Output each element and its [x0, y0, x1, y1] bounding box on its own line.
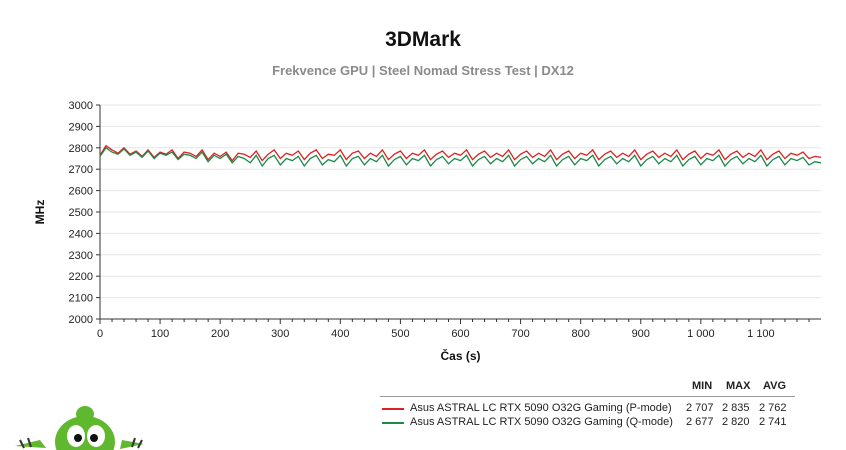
series-line-p-mode — [99, 144, 822, 162]
ytick-label-2500: 2500 — [69, 207, 93, 219]
ytick-label-2800: 2800 — [69, 143, 93, 155]
xtick-label-700: 700 — [511, 328, 529, 340]
ytick-label-2000: 2000 — [69, 314, 93, 326]
ytick-label-2700: 2700 — [69, 164, 93, 176]
legend-min-q-mode: 2 677 — [686, 416, 714, 428]
legend-row-q-mode: Asus ASTRAL LC RTX 5090 O32G Gaming (Q-m… — [380, 416, 800, 430]
x-axis-title: Čas (s) — [440, 348, 480, 363]
ytick-label-2900: 2900 — [69, 121, 93, 133]
legend-row-p-mode: Asus ASTRAL LC RTX 5090 O32G Gaming (P-m… — [380, 402, 800, 416]
xtick-label-800: 800 — [571, 328, 589, 340]
legend-label-q-mode: Asus ASTRAL LC RTX 5090 O32G Gaming (Q-m… — [410, 416, 673, 428]
xtick-label-100: 100 — [151, 328, 169, 340]
legend-max-p-mode: 2 835 — [722, 402, 750, 414]
y-axis-title: MHz — [33, 200, 47, 225]
xtick-label-900: 900 — [632, 328, 650, 340]
xtick-label-500: 500 — [391, 328, 409, 340]
xtick-label-1000: 1 000 — [687, 328, 715, 340]
ytick-label-2100: 2100 — [69, 293, 93, 305]
ytick-label-2600: 2600 — [69, 186, 93, 198]
ytick-label-2300: 2300 — [69, 250, 93, 262]
chart-title: 3DMark — [385, 28, 461, 51]
xtick-label-1100: 1 100 — [747, 328, 775, 340]
xtick-label-300: 300 — [271, 328, 289, 340]
ytick-label-2200: 2200 — [69, 271, 93, 283]
series-line-q-mode — [99, 146, 822, 168]
xtick-label-600: 600 — [451, 328, 469, 340]
legend-swatch-p-mode — [382, 408, 404, 410]
legend-header-avg: AVG — [763, 380, 787, 392]
mascot-logo — [15, 406, 144, 450]
legend-avg-q-mode: 2 741 — [759, 416, 787, 428]
legend-swatch-q-mode — [382, 422, 404, 424]
legend-label-p-mode: Asus ASTRAL LC RTX 5090 O32G Gaming (P-m… — [410, 402, 672, 414]
chart-subtitle: Frekvence GPU | Steel Nomad Stress Test … — [272, 63, 574, 78]
legend-header-max: MAX — [726, 380, 751, 392]
legend-min-p-mode: 2 707 — [686, 402, 714, 414]
legend-header-min: MIN — [692, 380, 713, 392]
legend-divider — [380, 396, 795, 397]
legend-max-q-mode: 2 820 — [722, 416, 750, 428]
xtick-label-400: 400 — [331, 328, 349, 340]
legend-avg-p-mode: 2 762 — [759, 402, 787, 414]
ytick-label-3000: 3000 — [69, 100, 93, 112]
xtick-label-200: 200 — [211, 328, 229, 340]
xtick-label-0: 0 — [97, 328, 103, 340]
ytick-label-2400: 2400 — [69, 228, 93, 240]
